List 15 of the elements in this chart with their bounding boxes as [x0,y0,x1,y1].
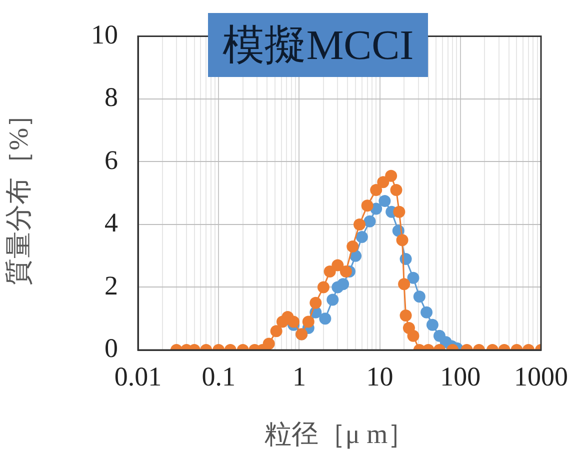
x-tick-label: 100 [440,361,481,392]
y-tick-label: 8 [104,82,118,112]
y-axis-title: 質量分布［%］ [3,100,34,286]
chart-title: 模擬MCCI [208,13,428,77]
x-tick-label: 10 [366,361,394,392]
y-tick-label: 2 [104,270,118,300]
y-tick-label: 10 [91,19,118,50]
y-tick-label: 6 [104,144,118,175]
x-tick-label: 1000 [514,361,568,392]
y-tick-label: 4 [104,208,118,238]
x-tick-label: 0.1 [202,361,236,392]
x-axis-title: 粒径［μ m］ [264,418,415,449]
x-tick-label: 1 [292,361,306,392]
x-tick-label: 0.01 [114,361,162,392]
y-tick-label: 0 [104,333,118,364]
